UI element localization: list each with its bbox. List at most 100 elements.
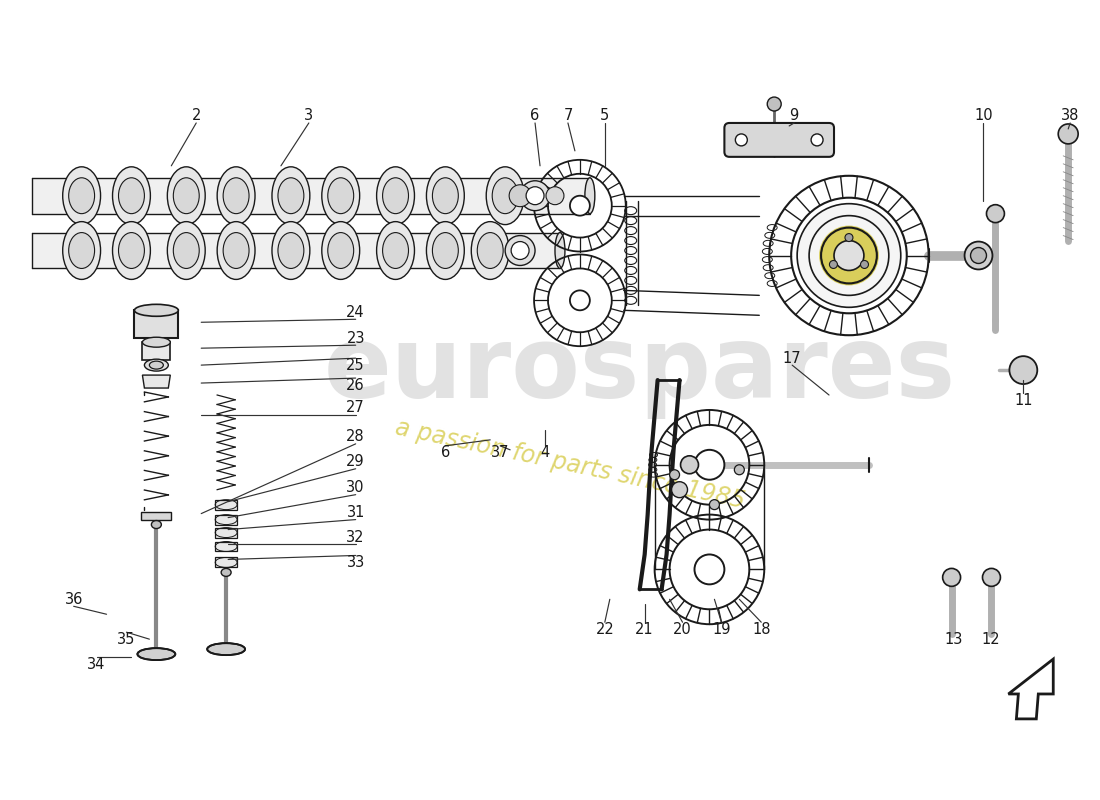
Text: 11: 11 — [1014, 393, 1033, 407]
Ellipse shape — [63, 167, 100, 225]
Text: 31: 31 — [346, 505, 365, 520]
Text: 27: 27 — [346, 401, 365, 415]
Circle shape — [965, 242, 992, 270]
Ellipse shape — [119, 178, 144, 214]
Ellipse shape — [471, 222, 509, 279]
Polygon shape — [142, 375, 170, 388]
Text: 17: 17 — [783, 350, 802, 366]
Circle shape — [820, 226, 879, 286]
Text: 24: 24 — [346, 305, 365, 320]
Ellipse shape — [134, 304, 178, 316]
Bar — [216, 542, 238, 551]
Ellipse shape — [492, 178, 518, 214]
Ellipse shape — [432, 178, 459, 214]
Text: 9: 9 — [790, 109, 799, 123]
FancyBboxPatch shape — [725, 123, 834, 157]
Text: 25: 25 — [346, 358, 365, 373]
Text: 20: 20 — [673, 622, 692, 637]
Circle shape — [735, 465, 745, 474]
Ellipse shape — [112, 222, 151, 279]
Ellipse shape — [278, 178, 304, 214]
Ellipse shape — [486, 167, 524, 225]
Ellipse shape — [150, 361, 163, 369]
Ellipse shape — [138, 648, 175, 660]
Circle shape — [694, 450, 725, 480]
Ellipse shape — [174, 178, 199, 214]
Ellipse shape — [383, 233, 408, 269]
Text: 3: 3 — [305, 109, 314, 123]
Circle shape — [694, 554, 725, 584]
Circle shape — [943, 569, 960, 586]
Text: 2: 2 — [191, 109, 201, 123]
Ellipse shape — [63, 222, 100, 279]
Ellipse shape — [376, 167, 415, 225]
Text: 26: 26 — [346, 378, 365, 393]
Ellipse shape — [119, 233, 144, 269]
Ellipse shape — [68, 178, 95, 214]
Circle shape — [1010, 356, 1037, 384]
Text: 13: 13 — [945, 632, 962, 646]
Circle shape — [798, 204, 901, 307]
Bar — [32, 178, 590, 214]
Bar — [216, 527, 238, 538]
Ellipse shape — [376, 222, 415, 279]
Text: 22: 22 — [595, 622, 614, 637]
Ellipse shape — [328, 233, 354, 269]
Ellipse shape — [142, 338, 170, 347]
Circle shape — [829, 261, 837, 269]
Bar — [216, 514, 238, 525]
Ellipse shape — [167, 167, 206, 225]
Circle shape — [570, 196, 590, 216]
Text: 35: 35 — [118, 632, 135, 646]
Text: 7: 7 — [563, 109, 573, 123]
Bar — [216, 500, 238, 510]
Ellipse shape — [477, 233, 503, 269]
Text: 38: 38 — [1062, 109, 1079, 123]
Ellipse shape — [221, 569, 231, 576]
Circle shape — [987, 205, 1004, 222]
Bar — [142, 342, 170, 360]
Ellipse shape — [322, 167, 360, 225]
Text: 5: 5 — [601, 109, 609, 123]
Circle shape — [834, 241, 864, 270]
Ellipse shape — [144, 359, 168, 371]
Ellipse shape — [383, 178, 408, 214]
Text: 4: 4 — [540, 446, 550, 460]
Text: 21: 21 — [636, 622, 654, 637]
Text: 32: 32 — [346, 530, 365, 545]
Bar — [32, 233, 560, 269]
Ellipse shape — [585, 178, 595, 214]
Ellipse shape — [167, 222, 206, 279]
Ellipse shape — [328, 178, 354, 214]
Text: 10: 10 — [975, 109, 993, 123]
Ellipse shape — [68, 233, 95, 269]
Bar — [142, 512, 172, 519]
Ellipse shape — [152, 521, 162, 529]
Text: 6: 6 — [441, 446, 450, 460]
Circle shape — [845, 234, 853, 242]
Ellipse shape — [112, 167, 151, 225]
Ellipse shape — [322, 222, 360, 279]
Ellipse shape — [546, 186, 564, 205]
Ellipse shape — [526, 186, 544, 205]
Circle shape — [681, 456, 698, 474]
Ellipse shape — [223, 178, 249, 214]
Circle shape — [982, 569, 1000, 586]
Ellipse shape — [217, 167, 255, 225]
Circle shape — [1058, 124, 1078, 144]
Polygon shape — [1009, 659, 1053, 719]
Text: 37: 37 — [491, 446, 509, 460]
Circle shape — [767, 97, 781, 111]
Ellipse shape — [272, 222, 310, 279]
Ellipse shape — [217, 222, 255, 279]
Circle shape — [672, 482, 688, 498]
Circle shape — [860, 261, 869, 269]
Text: eurospares: eurospares — [323, 322, 956, 418]
Ellipse shape — [174, 233, 199, 269]
Bar — [134, 310, 178, 338]
Text: 23: 23 — [346, 330, 365, 346]
Circle shape — [570, 290, 590, 310]
Text: 12: 12 — [981, 632, 1000, 646]
Ellipse shape — [512, 242, 529, 259]
Ellipse shape — [505, 235, 535, 266]
